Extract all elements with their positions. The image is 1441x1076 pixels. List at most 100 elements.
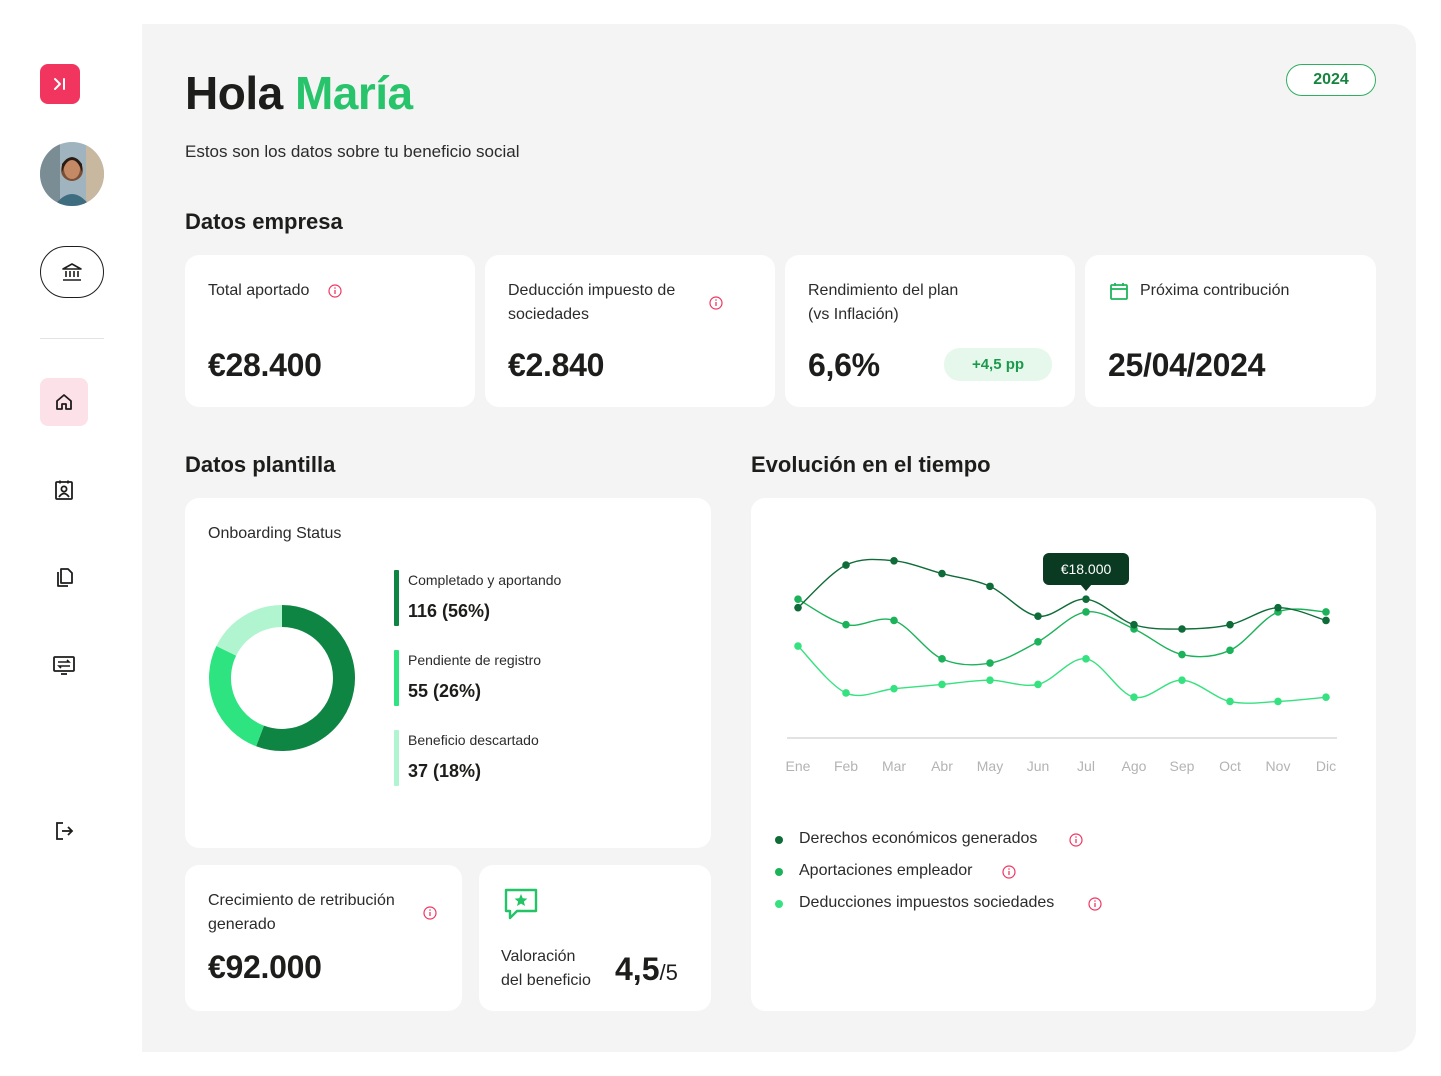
data-point[interactable] bbox=[794, 642, 802, 650]
sidebar bbox=[0, 0, 142, 1076]
info-icon[interactable] bbox=[328, 284, 342, 298]
year-selector[interactable]: 2024 bbox=[1286, 64, 1376, 96]
total-value: €28.400 bbox=[208, 347, 322, 383]
status-bar-discarded bbox=[394, 730, 399, 786]
data-point[interactable] bbox=[986, 659, 994, 667]
data-point[interactable] bbox=[986, 676, 994, 684]
data-point[interactable] bbox=[842, 561, 850, 569]
data-point[interactable] bbox=[938, 680, 946, 689]
rating-score: 4,5 bbox=[615, 951, 660, 987]
legend-dot-rights bbox=[775, 836, 783, 844]
sidebar-divider bbox=[40, 338, 104, 339]
x-tick-label: Jul bbox=[1077, 758, 1095, 774]
status-label-discarded: Beneficio descartado bbox=[408, 732, 539, 748]
greeting-text: Hola bbox=[185, 67, 283, 119]
data-point[interactable] bbox=[1082, 655, 1090, 663]
x-tick-label: Ago bbox=[1122, 758, 1147, 774]
x-tick-label: May bbox=[977, 758, 1003, 774]
rating-chat-star-icon bbox=[504, 888, 538, 920]
x-tick-label: Abr bbox=[931, 758, 953, 774]
data-point[interactable] bbox=[1034, 680, 1042, 689]
series-line-employer bbox=[797, 598, 1327, 666]
status-label-pending: Pendiente de registro bbox=[408, 652, 542, 668]
data-point[interactable] bbox=[1130, 620, 1138, 629]
data-point[interactable] bbox=[890, 684, 898, 693]
legend-dot-employer bbox=[775, 868, 783, 876]
growth-label-line2: generado bbox=[208, 916, 276, 933]
documents-icon bbox=[57, 568, 73, 587]
donut-slice-discarded bbox=[216, 605, 283, 657]
x-tick-label: Nov bbox=[1266, 758, 1291, 774]
data-point[interactable] bbox=[842, 689, 850, 697]
info-icon[interactable] bbox=[1069, 833, 1083, 847]
home-icon bbox=[56, 394, 72, 410]
card-compensation-growth: Crecimiento de retribución generado €92.… bbox=[185, 865, 462, 1011]
info-icon[interactable] bbox=[709, 296, 723, 310]
data-point[interactable] bbox=[1178, 650, 1186, 659]
contact-book-icon bbox=[55, 480, 73, 500]
card-benefit-rating: Valoración del beneficio 4,5/5 bbox=[479, 865, 711, 1011]
data-point[interactable] bbox=[1226, 646, 1234, 655]
data-point[interactable] bbox=[1322, 616, 1330, 625]
data-point[interactable] bbox=[986, 582, 994, 591]
nav-documents[interactable] bbox=[40, 553, 88, 601]
avatar[interactable] bbox=[40, 142, 104, 206]
performance-label-line2: (vs Inflación) bbox=[808, 306, 899, 323]
status-label-completed: Completado y aportando bbox=[408, 572, 562, 588]
nav-contacts[interactable] bbox=[40, 466, 88, 514]
section-title-company: Datos empresa bbox=[185, 209, 343, 234]
data-point[interactable] bbox=[794, 603, 802, 612]
nav-transfers[interactable] bbox=[40, 641, 88, 689]
rating-value: 4,5/5 bbox=[615, 951, 678, 988]
onboarding-title: Onboarding Status bbox=[208, 525, 342, 542]
x-tick-label: Oct bbox=[1219, 758, 1241, 774]
next-contribution-label: Próxima contribución bbox=[1140, 282, 1290, 299]
performance-delta-badge: +4,5 pp bbox=[944, 348, 1052, 381]
data-point[interactable] bbox=[1226, 697, 1234, 706]
logout-button[interactable] bbox=[40, 807, 88, 855]
data-point[interactable] bbox=[1274, 603, 1282, 612]
company-button[interactable] bbox=[40, 246, 104, 298]
card-evolution-chart: Ene Feb Mar Abr May Jun Jul Ago Sep Oct Nov Dic €18… bbox=[751, 498, 1376, 1011]
data-point[interactable] bbox=[842, 620, 850, 629]
data-point[interactable] bbox=[1178, 625, 1186, 633]
data-point[interactable] bbox=[1322, 608, 1330, 616]
legend-dot-deductions bbox=[775, 900, 783, 908]
x-tick-label: Feb bbox=[834, 758, 858, 774]
total-label: Total aportado bbox=[208, 282, 310, 299]
data-point[interactable] bbox=[794, 595, 802, 603]
data-point[interactable] bbox=[1082, 595, 1090, 603]
transfer-icon bbox=[53, 656, 75, 675]
data-point[interactable] bbox=[1034, 637, 1042, 646]
status-value-pending: 55 (26%) bbox=[408, 681, 482, 701]
data-point[interactable] bbox=[938, 655, 946, 663]
page-subtitle: Estos son los datos sobre tu beneficio s… bbox=[185, 142, 520, 161]
info-icon[interactable] bbox=[1002, 865, 1016, 879]
deduction-value: €2.840 bbox=[508, 347, 605, 383]
collapse-sidebar-button[interactable] bbox=[40, 64, 80, 104]
data-point[interactable] bbox=[890, 556, 898, 565]
donut-slice-pending bbox=[209, 646, 265, 747]
data-point[interactable] bbox=[1322, 693, 1330, 702]
info-icon[interactable] bbox=[423, 906, 437, 920]
data-point[interactable] bbox=[890, 616, 898, 625]
next-contribution-value: 25/04/2024 bbox=[1108, 347, 1266, 383]
nav-home[interactable] bbox=[40, 378, 88, 426]
data-point[interactable] bbox=[1274, 697, 1282, 706]
data-point[interactable] bbox=[1034, 612, 1042, 621]
info-icon[interactable] bbox=[1088, 897, 1102, 911]
data-point[interactable] bbox=[1226, 620, 1234, 629]
tooltip-arrow bbox=[1080, 584, 1092, 592]
data-point[interactable] bbox=[1130, 693, 1138, 702]
series-line-deductions bbox=[797, 645, 1327, 704]
evolution-line-chart: Ene Feb Mar Abr May Jun Jul Ago Sep Oct Nov Dic bbox=[786, 556, 1337, 774]
status-value-completed: 116 (56%) bbox=[408, 601, 491, 621]
logout-icon bbox=[56, 822, 74, 840]
deduction-label-line2: sociedades bbox=[508, 306, 589, 323]
data-point[interactable] bbox=[1082, 608, 1090, 616]
data-point[interactable] bbox=[1178, 676, 1186, 684]
status-bar-pending bbox=[394, 650, 399, 706]
legend-label-employer: Aportaciones empleador bbox=[799, 862, 973, 879]
data-point[interactable] bbox=[938, 569, 946, 578]
growth-label-line1: Crecimiento de retribución bbox=[208, 892, 395, 909]
